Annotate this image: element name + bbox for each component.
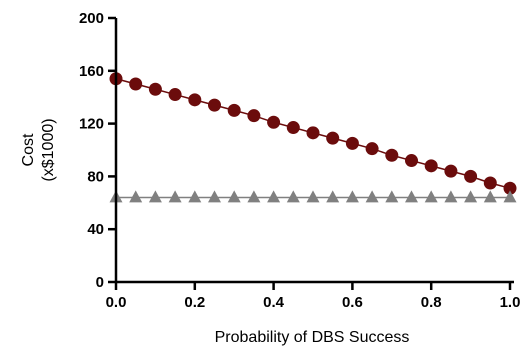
- series-2-point: [483, 190, 497, 203]
- series-2-point: [148, 190, 162, 203]
- axes-layer: [114, 18, 514, 284]
- ticks-layer: 0 40 80 120 160 200 0.0 0.2 0.4 0.6 0.8 1.0: [79, 10, 520, 311]
- series-2-point: [503, 190, 517, 203]
- series-1-point: [405, 154, 418, 168]
- series-2-point: [168, 190, 182, 203]
- series-1-point: [267, 115, 281, 129]
- series-1-point: [247, 109, 261, 123]
- series-1-point: [286, 121, 300, 135]
- y-tick-label: 0: [96, 274, 104, 291]
- series-1-point: [168, 88, 182, 102]
- series-2-point: [385, 190, 399, 203]
- x-axis-title: Probability of DBS Success: [215, 329, 410, 346]
- series-1-point: [365, 142, 379, 156]
- series-1-point: [444, 164, 458, 178]
- series-layer: [109, 72, 517, 203]
- x-tick-label: 0.8: [421, 294, 442, 311]
- y-axis-title-line-1: Cost: [20, 133, 37, 166]
- series-2-point: [365, 190, 379, 203]
- series-2-point: [188, 190, 202, 203]
- series-1-point: [326, 131, 340, 145]
- series-2-point: [267, 190, 281, 203]
- series-1-point: [306, 126, 320, 140]
- y-tick-label: 160: [79, 63, 104, 80]
- series-2-point: [306, 190, 320, 203]
- y-tick-label: 120: [79, 116, 104, 133]
- series-1-point: [129, 77, 143, 91]
- y-tick-label: 80: [87, 168, 104, 185]
- series-2-point: [345, 190, 359, 203]
- series-1-point: [208, 98, 221, 112]
- series-2-point: [405, 190, 418, 203]
- y-axis-title: Cost (x$1000): [20, 118, 57, 181]
- series-2-point: [424, 190, 438, 203]
- series-1-point: [148, 82, 162, 96]
- x-tick-label: 0.2: [184, 294, 205, 311]
- series-1-point: [227, 103, 241, 117]
- y-tick-label: 200: [79, 10, 104, 27]
- series-1-point: [345, 136, 359, 150]
- series-2-point: [129, 190, 143, 203]
- series-2-point: [464, 190, 478, 203]
- series-1-point: [188, 93, 202, 107]
- x-tick-label: 1.0: [500, 294, 521, 311]
- y-tick-label: 40: [87, 221, 104, 238]
- x-tick-label: 0.4: [263, 294, 285, 311]
- y-axis-title-line-2: (x$1000): [40, 118, 57, 181]
- series-2-point: [208, 190, 221, 203]
- x-tick-label: 0.6: [342, 294, 363, 311]
- series-2-point: [286, 190, 300, 203]
- series-1-point: [483, 176, 497, 190]
- series-2-point: [247, 190, 261, 203]
- series-2-point: [444, 190, 458, 203]
- series-1-point: [385, 148, 399, 162]
- series-1-point: [424, 159, 438, 173]
- series-2-point: [227, 190, 241, 203]
- series-2-point: [326, 190, 340, 203]
- series-1-point: [464, 169, 478, 183]
- series-1-point: [503, 181, 517, 195]
- x-tick-label: 0.0: [106, 294, 127, 311]
